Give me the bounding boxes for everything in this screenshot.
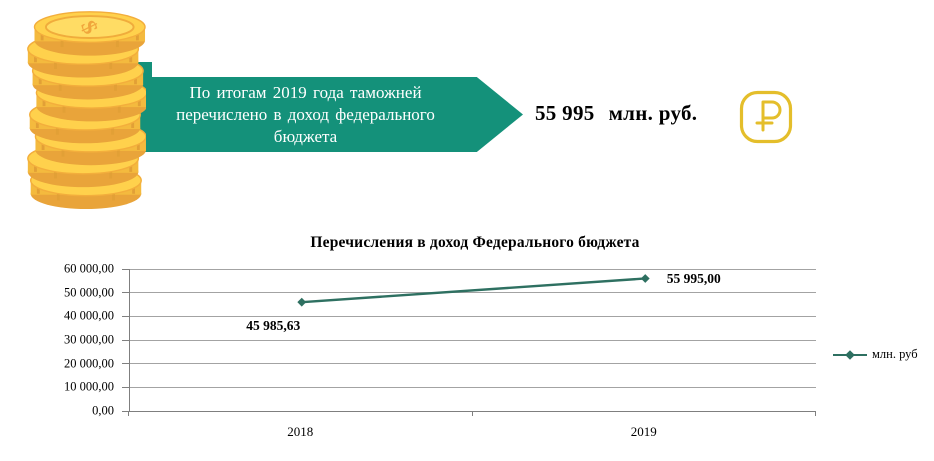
banner-text: По итогам 2019 года таможней перечислено… bbox=[118, 77, 523, 148]
headline-amount: 55 995 bbox=[535, 101, 595, 125]
x-axis-tick-mark bbox=[471, 411, 473, 416]
y-axis-tick-mark bbox=[121, 363, 129, 365]
data-point-marker bbox=[296, 297, 306, 307]
banner-line-1: По итогам 2019 года таможней bbox=[189, 83, 422, 102]
x-axis-tick-marks bbox=[128, 411, 816, 417]
y-axis-tick-label: 20 000,00 bbox=[64, 356, 114, 371]
gridline bbox=[129, 339, 816, 341]
y-axis-tick-mark bbox=[121, 292, 129, 294]
y-axis-tick-mark bbox=[121, 315, 129, 317]
y-axis-tick-label: 30 000,00 bbox=[64, 332, 114, 347]
data-point-label: 45 985,63 bbox=[246, 318, 301, 334]
ruble-icon bbox=[739, 90, 793, 144]
y-axis-tick-label: 40 000,00 bbox=[64, 308, 114, 323]
x-axis-tick-label: 2019 bbox=[630, 424, 657, 439]
y-axis-tick-mark bbox=[121, 386, 129, 388]
gridline bbox=[129, 268, 816, 270]
y-axis-tick-label: 10 000,00 bbox=[64, 379, 114, 394]
series-line bbox=[301, 277, 645, 304]
plot-area: 45 985,63 55 995,00 bbox=[128, 268, 816, 412]
gridline bbox=[129, 363, 816, 365]
gridline bbox=[129, 386, 816, 388]
y-axis-tick-label: 50 000,00 bbox=[64, 285, 114, 300]
x-axis-tick-mark bbox=[128, 411, 129, 416]
x-axis-labels: 2018 2019 bbox=[129, 424, 816, 442]
series-line-layer bbox=[296, 274, 650, 307]
y-axis-tick-mark bbox=[121, 339, 129, 341]
chart-title: Перечисления в доход Федерального бюджет… bbox=[310, 234, 640, 251]
coin-stack-illustration: $ bbox=[26, 10, 146, 210]
banner-arrow: По итогам 2019 года таможней перечислено… bbox=[118, 77, 523, 152]
top-coin-face: $ bbox=[44, 15, 135, 39]
data-point-label: 55 995,00 bbox=[666, 271, 721, 287]
y-axis-labels: 0,00 10 000,00 20 000,00 30 000,00 40 000,00… bbox=[0, 262, 114, 418]
y-axis-tick-label: 60 000,00 bbox=[64, 261, 114, 276]
y-axis-tick-marks bbox=[121, 268, 129, 412]
legend-line-marker-icon bbox=[833, 349, 867, 360]
gridline bbox=[129, 315, 816, 317]
x-axis-tick-label: 2018 bbox=[287, 424, 314, 439]
data-point-marker bbox=[640, 274, 650, 283]
y-axis-tick-mark bbox=[121, 410, 129, 412]
banner-line-2: перечислено в доход федерального bbox=[176, 105, 435, 124]
headline-unit: млн. руб. bbox=[608, 101, 698, 125]
y-axis-tick-label: 0,00 bbox=[92, 403, 114, 418]
legend: млн. руб bbox=[833, 347, 918, 362]
ruble-glyph bbox=[755, 100, 782, 132]
gridline bbox=[129, 292, 816, 294]
headline: 55 995 млн. руб. bbox=[535, 101, 697, 126]
banner-line-3: бюджета bbox=[273, 127, 338, 146]
y-axis-tick-mark bbox=[121, 268, 129, 270]
x-axis-tick-mark bbox=[815, 411, 816, 416]
legend-label: млн. руб bbox=[872, 347, 918, 361]
